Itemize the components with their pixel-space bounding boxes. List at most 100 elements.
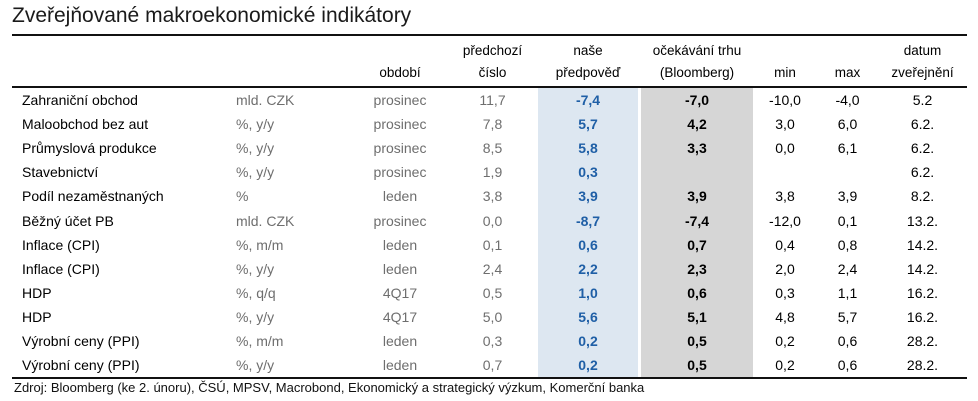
max-value: -4,0 [835, 92, 860, 108]
indicator-name: HDP [22, 308, 52, 325]
indicator-name: Podíl nezaměstnaných [22, 188, 164, 205]
unit: %, y/y [236, 357, 275, 374]
unit: %, y/y [236, 308, 275, 325]
our-forecast: 5,6 [578, 308, 598, 325]
release-date: 16.2. [906, 284, 939, 301]
previous-value: 0,1 [482, 236, 503, 253]
previous-value: 1,9 [482, 164, 503, 181]
indicator-name: Inflace (CPI) [22, 260, 100, 277]
min-value: -10,0 [769, 92, 801, 108]
max-value: 6,1 [837, 140, 858, 157]
max-value [820, 160, 875, 184]
indicator-name: Výrobní ceny (PPI) [22, 357, 140, 374]
header-ours-line2: předpověď [555, 65, 621, 80]
header-max: max [834, 65, 861, 80]
min-value: -12,0 [769, 212, 801, 229]
market-expectation: 0,7 [687, 236, 707, 253]
max-value: 3,9 [837, 188, 858, 205]
release-date: 16.2. [906, 308, 939, 325]
unit: %, m/m [236, 333, 284, 349]
header-exp-line1: očekávání trhu [652, 43, 742, 58]
period: leden [382, 188, 418, 205]
header-exp-line2: (Bloomberg) [659, 65, 735, 80]
release-date: 8.2. [910, 188, 935, 205]
period: prosinec [373, 116, 427, 133]
previous-value: 2,4 [482, 260, 503, 277]
max-value: 6,0 [837, 116, 858, 133]
previous-value: 0,3 [482, 333, 503, 349]
release-date: 14.2. [906, 236, 939, 253]
period: prosinec [373, 212, 427, 229]
our-forecast: 1,0 [578, 284, 598, 301]
min-value: 3,0 [775, 116, 795, 133]
previous-value: 11,7 [479, 92, 506, 108]
bottom-rule [12, 377, 967, 379]
unit: %, m/m [236, 236, 284, 253]
previous-value: 0,0 [482, 212, 503, 229]
max-value: 0,1 [837, 212, 858, 229]
unit: % [236, 188, 249, 205]
market-expectation: 0,5 [687, 357, 707, 374]
market-expectation [641, 160, 753, 184]
header-prev-line1: předchozí [462, 43, 523, 58]
period: leden [382, 333, 418, 349]
min-value: 2,0 [775, 260, 795, 277]
period: 4Q17 [382, 308, 418, 325]
previous-value: 0,7 [482, 357, 503, 374]
min-value [755, 160, 815, 184]
market-expectation: -7,0 [684, 92, 710, 108]
our-forecast: 2,2 [578, 260, 598, 277]
our-forecast: -8,7 [575, 212, 601, 229]
unit: mld. CZK [236, 92, 295, 108]
header-period: období [379, 65, 421, 80]
period: prosinec [373, 92, 427, 108]
indicator-name: Inflace (CPI) [22, 236, 100, 253]
market-expectation: 3,9 [687, 188, 707, 205]
unit: %, y/y [236, 164, 275, 181]
previous-value: 5,0 [482, 308, 503, 325]
min-value: 0,2 [775, 357, 795, 374]
period: prosinec [373, 140, 427, 157]
release-date: 6.2. [910, 140, 935, 157]
page-title: Zveřejňované makroekonomické indikátory [12, 4, 412, 27]
max-value: 0,6 [837, 333, 858, 349]
our-forecast: 5,7 [578, 116, 598, 133]
release-date: 14.2. [906, 260, 939, 277]
indicator-name: HDP [22, 284, 52, 301]
previous-value: 8,5 [482, 140, 503, 157]
previous-value: 3,8 [482, 188, 503, 205]
max-value: 0,8 [837, 236, 858, 253]
top-rule [12, 34, 967, 36]
indicator-name: Stavebnictví [22, 164, 99, 181]
previous-value: 0,5 [482, 284, 503, 301]
max-value: 5,7 [837, 308, 858, 325]
release-date: 28.2. [906, 357, 939, 374]
market-expectation: 0,5 [687, 333, 707, 349]
unit: mld. CZK [236, 212, 295, 229]
our-forecast: 0,3 [578, 164, 598, 181]
unit: %, y/y [236, 140, 275, 157]
our-forecast: -7,4 [575, 92, 601, 108]
market-expectation: 4,2 [687, 116, 707, 133]
unit: %, y/y [236, 116, 275, 133]
release-date: 28.2. [906, 333, 939, 349]
period: 4Q17 [382, 284, 418, 301]
our-forecast: 3,9 [578, 188, 598, 205]
max-value: 2,4 [837, 260, 858, 277]
max-value: 1,1 [837, 284, 858, 301]
market-expectation: 3,3 [687, 140, 707, 157]
period: prosinec [373, 164, 427, 181]
period: leden [382, 260, 418, 277]
indicator-name: Maloobchod bez aut [22, 116, 149, 133]
period: leden [382, 236, 418, 253]
indicator-name: Zahraniční obchod [22, 92, 138, 108]
header-rule [12, 86, 967, 88]
market-expectation: 0,6 [687, 284, 707, 301]
min-value: 0,3 [775, 284, 795, 301]
min-value: 0,4 [775, 236, 795, 253]
min-value: 3,8 [775, 188, 795, 205]
min-value: 0,0 [775, 140, 795, 157]
header-date-line2: zveřejnění [891, 65, 954, 80]
header-prev-line2: číslo [478, 65, 507, 80]
unit: %, q/q [236, 284, 276, 301]
